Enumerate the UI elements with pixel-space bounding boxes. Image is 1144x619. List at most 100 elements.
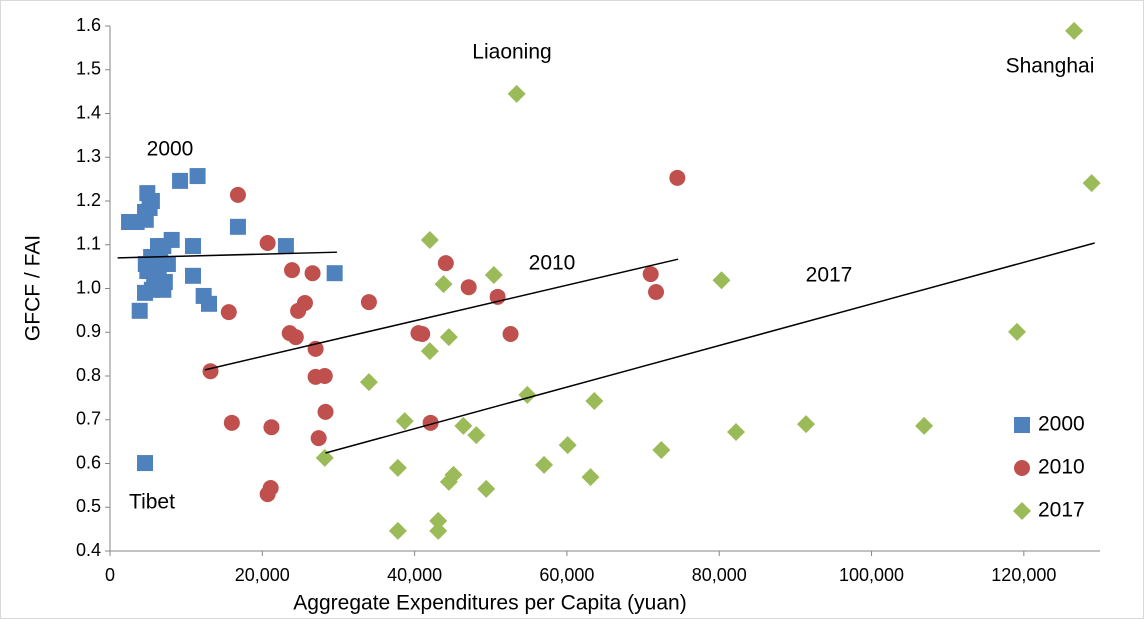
point [229, 218, 246, 235]
point [263, 419, 280, 436]
point [669, 169, 686, 186]
point [156, 273, 173, 290]
point [259, 486, 276, 503]
point [131, 302, 148, 319]
point [290, 302, 307, 319]
point [359, 373, 378, 392]
point [137, 455, 154, 472]
point [189, 168, 206, 185]
point [137, 203, 154, 220]
point [420, 230, 439, 249]
legend-label: 2000 [1038, 413, 1085, 436]
point [439, 472, 458, 491]
point [439, 328, 458, 347]
point [797, 415, 816, 434]
point [259, 235, 276, 251]
point [1007, 322, 1026, 341]
y-tick-label: 1.3 [76, 146, 101, 166]
point [287, 329, 304, 346]
point [502, 326, 519, 342]
point [284, 262, 301, 279]
x-tick-label: 120,000 [991, 565, 1056, 585]
annotation: Shanghai [1006, 55, 1095, 78]
x-tick-label: 80,000 [692, 565, 747, 585]
point [316, 368, 333, 384]
point [642, 266, 659, 283]
x-tick-label: 60,000 [539, 565, 594, 585]
x-tick-label: 20,000 [235, 565, 290, 585]
point [326, 265, 343, 282]
point [652, 440, 671, 459]
point [277, 238, 294, 255]
point [437, 255, 454, 272]
point [388, 521, 407, 540]
point [585, 391, 604, 410]
point [1065, 21, 1084, 40]
x-axis-label: Aggregate Expenditures per Capita (yuan) [293, 592, 686, 615]
x-tick-label: 100,000 [839, 565, 904, 585]
point [915, 416, 934, 435]
point [558, 436, 577, 455]
trendline [325, 242, 1095, 454]
point [202, 363, 219, 380]
y-tick-label: 1.6 [76, 15, 101, 35]
point [310, 430, 327, 447]
point [201, 295, 217, 312]
point [414, 326, 431, 342]
annotation: Tibet [129, 491, 175, 514]
point [317, 403, 334, 420]
point [395, 412, 414, 431]
annotation: 2000 [147, 138, 194, 161]
y-tick-label: 0.9 [76, 321, 101, 341]
point [507, 84, 526, 103]
y-tick-label: 0.4 [76, 540, 101, 560]
point [229, 186, 246, 203]
point [429, 521, 448, 540]
y-tick-label: 1.5 [76, 59, 101, 79]
point [172, 172, 189, 189]
point [163, 231, 180, 248]
x-tick-label: 40,000 [387, 565, 442, 585]
point [422, 414, 439, 431]
point [434, 275, 453, 294]
point [429, 511, 448, 530]
legend-marker [1013, 502, 1031, 520]
point [420, 342, 439, 361]
trendline [204, 258, 679, 371]
y-tick-label: 0.8 [76, 365, 101, 385]
annotation: 2010 [529, 252, 576, 275]
y-axis-label: GFCF / FAI [22, 235, 45, 341]
y-tick-label: 1.0 [76, 277, 101, 297]
point [581, 468, 600, 487]
point [223, 414, 240, 431]
point [159, 256, 176, 272]
point [726, 423, 745, 441]
point [460, 279, 477, 296]
point [712, 271, 731, 290]
point [648, 284, 665, 300]
point [304, 265, 321, 282]
trendline [117, 251, 337, 259]
point [185, 238, 202, 255]
point [220, 304, 237, 321]
point [477, 479, 496, 498]
point [484, 265, 503, 284]
point [1082, 174, 1101, 193]
point [467, 426, 486, 445]
legend-marker [1014, 460, 1030, 476]
point [315, 448, 334, 467]
y-tick-label: 1.4 [76, 102, 101, 122]
point [535, 455, 554, 474]
annotation: 2017 [806, 264, 853, 287]
x-tick-label: 0 [105, 565, 115, 585]
point [454, 416, 473, 435]
point [185, 267, 202, 284]
legend-marker [1014, 417, 1030, 433]
legend-label: 2010 [1038, 456, 1085, 479]
y-tick-label: 0.5 [76, 496, 101, 516]
annotation: Liaoning [472, 41, 551, 64]
point [388, 458, 407, 477]
y-tick-label: 1.2 [76, 190, 101, 210]
